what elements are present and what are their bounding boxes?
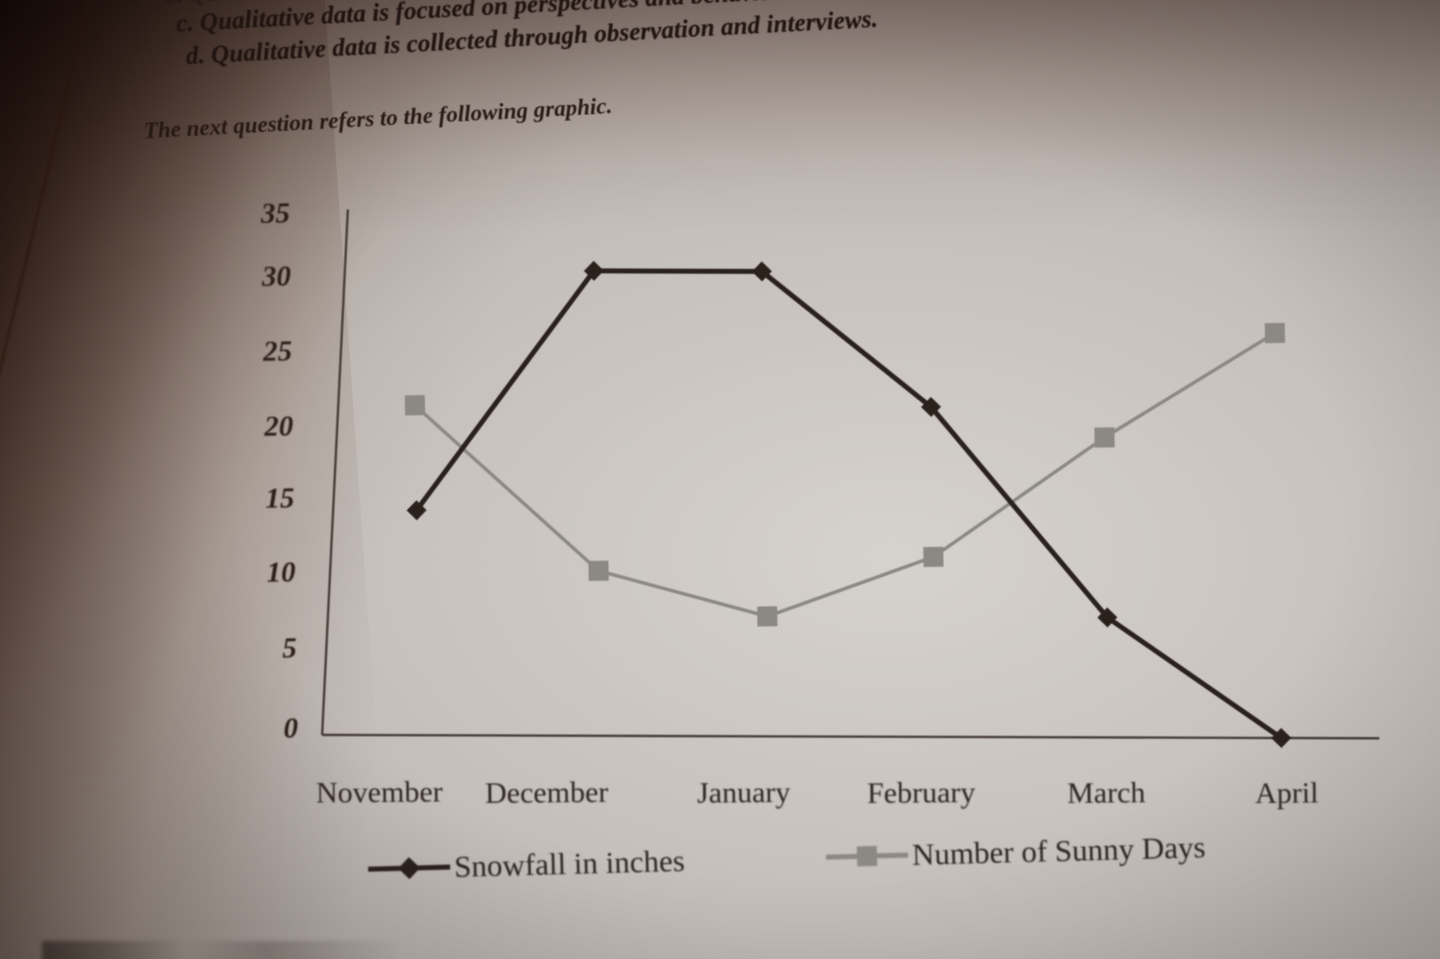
y-axis-line: [320, 209, 350, 735]
legend-item-snowfall: Snowfall in inches: [366, 843, 686, 887]
legend-item-sunny-days: Number of Sunny Days: [824, 829, 1206, 875]
x-tick-december: December: [484, 775, 609, 810]
x-tick-november: November: [315, 775, 443, 810]
legend-diamond-marker-icon: [368, 857, 451, 880]
x-tick-january: January: [696, 775, 791, 810]
x-tick-march: March: [1066, 776, 1146, 810]
legend-label-sunny-days: Number of Sunny Days: [911, 829, 1206, 872]
chart-legend: Snowfall in inches Number of Sunny Days: [366, 822, 1327, 903]
x-tick-february: February: [866, 776, 976, 810]
cut-off-text-bottom-edge: [42, 941, 402, 959]
series-snowfall-in-inches: [406, 260, 1292, 748]
x-axis-line: [322, 733, 1380, 740]
legend-label-snowfall: Snowfall in inches: [453, 842, 686, 884]
series-number-of-sunny-days: [404, 322, 1286, 627]
legend-square-marker-icon: [825, 845, 909, 867]
x-tick-april: April: [1255, 776, 1319, 811]
